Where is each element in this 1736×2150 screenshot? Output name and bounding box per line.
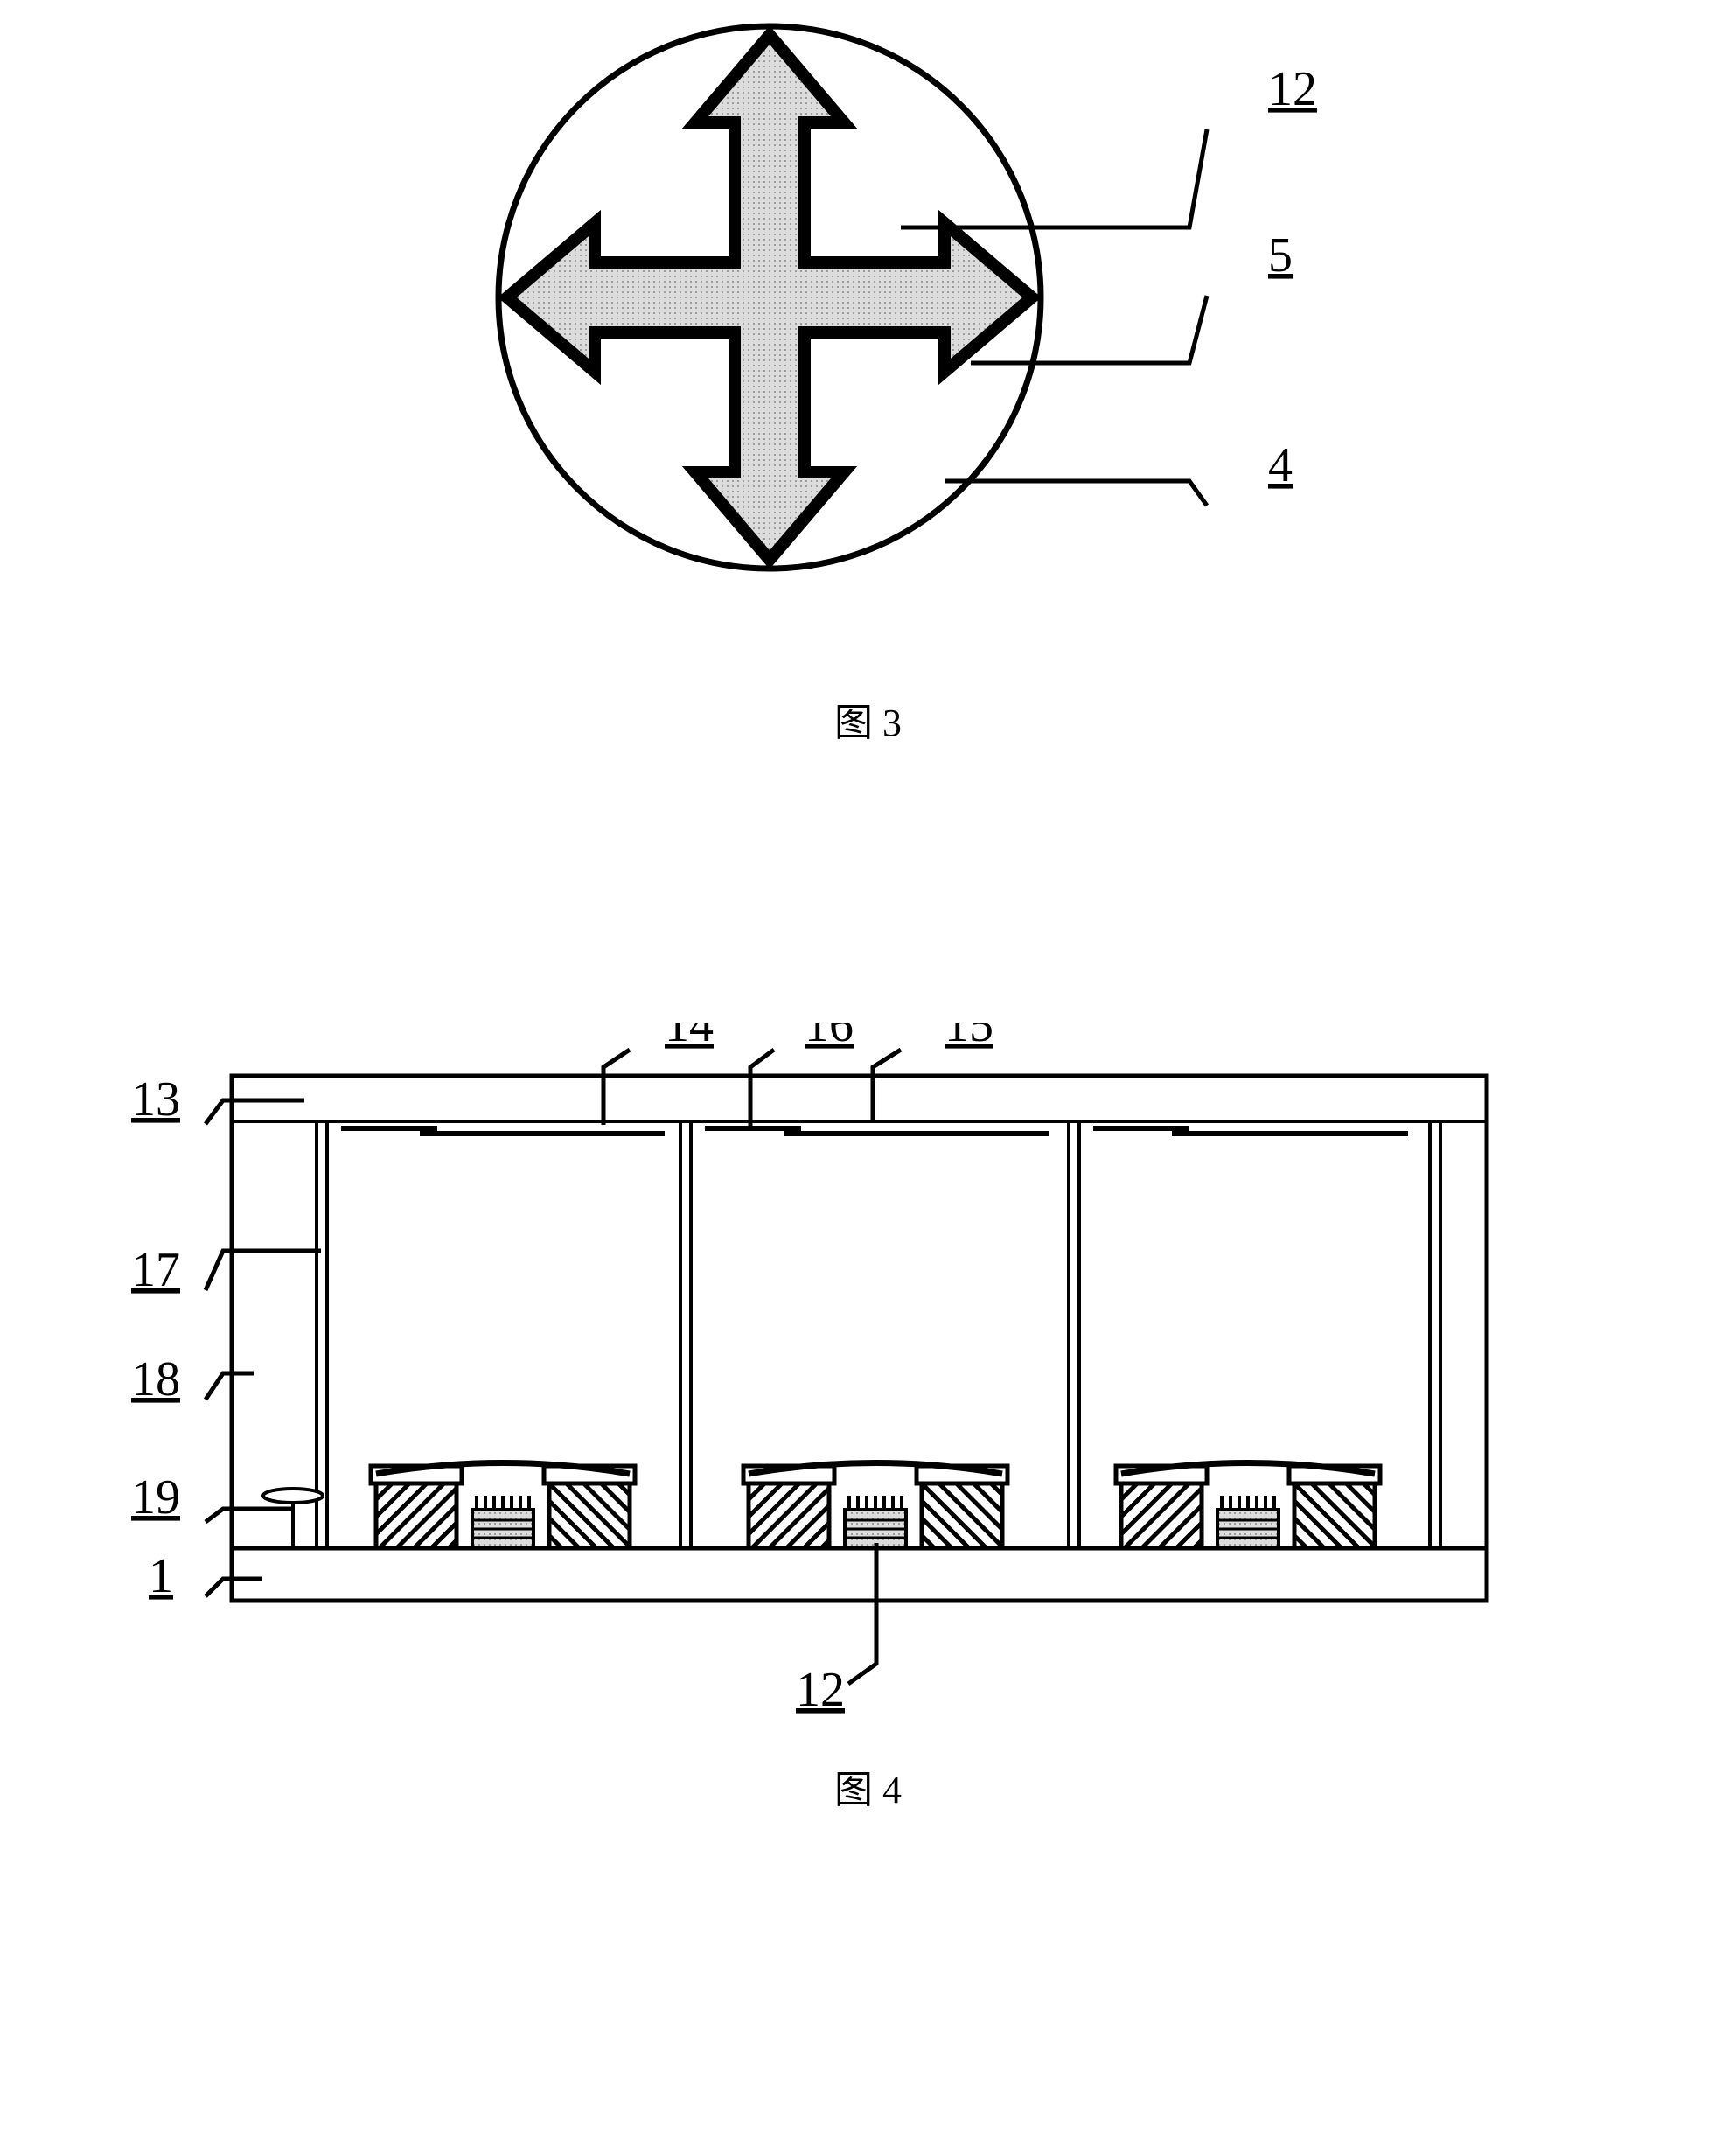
label-13: 13 (131, 1072, 180, 1127)
page: 12 5 4 图 3 (0, 0, 1736, 2150)
label-12b: 12 (796, 1663, 845, 1717)
label-1: 1 (149, 1549, 173, 1603)
caption-fig3: 图 3 (0, 691, 1736, 747)
label-17: 17 (131, 1243, 180, 1297)
label-4: 4 (1268, 438, 1293, 492)
figure-4: 13 17 18 19 1 14 16 15 12 (0, 1023, 1736, 1741)
caption-fig4: 图 4 (0, 1758, 1736, 1814)
label-19: 19 (131, 1470, 180, 1525)
label-15: 15 (945, 1023, 993, 1052)
label-14: 14 (665, 1023, 714, 1052)
figure-3: 12 5 4 (385, 17, 1434, 647)
label-5: 5 (1268, 228, 1293, 283)
label-12: 12 (1268, 62, 1317, 116)
label-18: 18 (131, 1352, 180, 1407)
label-16: 16 (805, 1023, 854, 1052)
